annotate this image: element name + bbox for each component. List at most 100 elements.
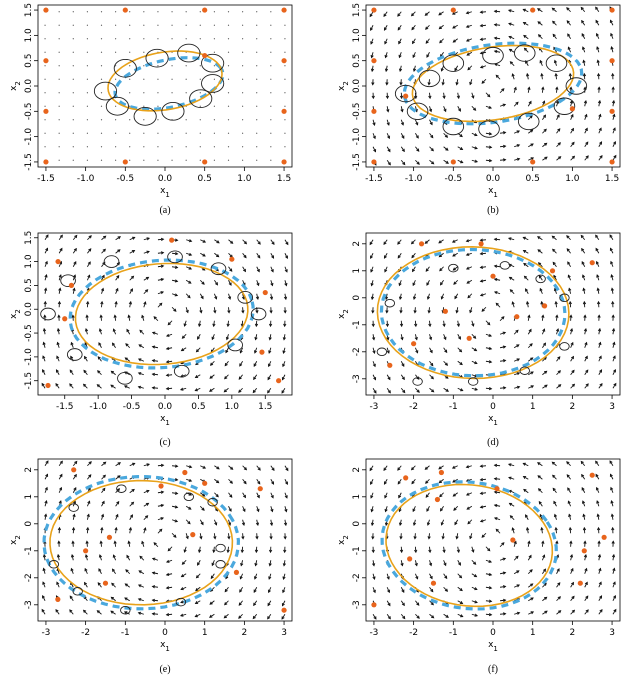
field-arrowhead <box>116 500 120 505</box>
field-arrowhead <box>401 376 405 381</box>
field-arrowhead <box>143 301 147 305</box>
field-arrowhead <box>474 133 478 137</box>
field-arrowhead <box>474 600 478 604</box>
field-arrowhead <box>145 515 149 519</box>
field-arrowhead <box>556 568 560 572</box>
field-arrowhead <box>131 488 135 493</box>
field-arrowhead <box>397 13 401 17</box>
field-dot <box>199 38 201 40</box>
field-arrowhead <box>44 500 48 504</box>
field-arrowhead <box>98 328 103 332</box>
data-point <box>122 159 128 165</box>
field-arrowhead <box>502 612 507 616</box>
field-arrowhead <box>113 540 117 544</box>
field-arrowhead <box>284 282 288 287</box>
field-dot <box>242 65 244 67</box>
field-arrowhead <box>253 602 257 607</box>
field-arrowhead <box>98 342 102 346</box>
field-arrowhead <box>566 248 570 252</box>
field-arrowhead <box>507 9 512 13</box>
field-arrowhead <box>198 549 202 554</box>
field-dot <box>100 11 103 13</box>
y-tick-label: 0.0 <box>352 79 362 94</box>
field-arrowhead <box>257 255 261 259</box>
field-arrowhead <box>488 386 493 391</box>
uncertainty-circle <box>117 371 133 385</box>
field-dot <box>242 78 244 80</box>
field-arrowhead <box>597 314 601 318</box>
dashed-trajectory <box>113 56 225 111</box>
field-arrowhead <box>88 248 92 252</box>
field-arrowhead <box>42 369 45 373</box>
field-dot <box>227 146 230 148</box>
field-arrowhead <box>611 86 615 90</box>
field-arrowhead <box>43 314 47 318</box>
field-arrowhead <box>610 486 614 491</box>
field-arrowhead <box>585 141 589 145</box>
field-arrowhead <box>487 548 491 552</box>
y-axis-label: x2 <box>337 309 350 319</box>
uncertainty-circle <box>227 338 243 352</box>
field-arrowhead <box>57 526 62 531</box>
field-arrowhead <box>412 508 416 513</box>
field-arrowhead <box>195 587 199 592</box>
x-tick-label: 0.0 <box>486 174 501 184</box>
field-arrowhead <box>413 536 417 540</box>
field-dot <box>143 132 145 134</box>
uncertainty-circle <box>93 81 118 101</box>
field-arrowhead <box>98 568 102 572</box>
field-dot <box>270 146 272 148</box>
field-arrowhead <box>160 490 165 494</box>
field-arrowhead <box>160 264 165 268</box>
field-arrowhead <box>255 536 259 540</box>
field-arrowhead <box>180 587 184 591</box>
data-point <box>68 282 75 289</box>
field-arrowhead <box>384 68 389 73</box>
field-arrowhead <box>153 542 157 546</box>
field-arrowhead <box>581 247 585 252</box>
field-arrowhead <box>141 314 145 319</box>
field-arrowhead <box>522 22 527 25</box>
field-arrowhead <box>493 463 498 468</box>
field-arrowhead <box>153 316 157 320</box>
field-arrowhead <box>111 568 116 572</box>
field-arrowhead <box>613 382 617 387</box>
field-arrowhead <box>141 540 145 545</box>
field-arrowhead <box>571 383 576 387</box>
field-arrowhead <box>541 314 545 318</box>
field-arrowhead <box>488 599 493 603</box>
field-arrowhead <box>226 549 230 554</box>
field-arrowhead <box>502 131 507 135</box>
field-arrowhead <box>224 363 228 367</box>
dashed-trajectory <box>42 474 241 611</box>
field-arrowhead <box>525 514 528 518</box>
field-arrowhead <box>197 562 200 566</box>
uncertainty-circle <box>467 377 479 386</box>
field-dot <box>242 24 244 26</box>
field-arrowhead <box>516 385 521 389</box>
field-dot <box>256 159 258 161</box>
field-arrowhead <box>372 563 376 567</box>
field-arrowhead <box>145 502 150 506</box>
field-arrowhead <box>540 72 544 77</box>
field-arrowhead <box>502 571 507 575</box>
field-arrowhead <box>284 495 288 499</box>
field-arrowhead <box>440 68 444 72</box>
y-tick-label: -0.5 <box>24 324 34 342</box>
field-arrowhead <box>214 522 218 526</box>
field-arrowhead <box>202 239 207 243</box>
field-arrowhead <box>479 279 484 283</box>
field-arrowhead <box>415 350 419 354</box>
field-arrowhead <box>412 282 416 287</box>
field-arrowhead <box>58 287 62 291</box>
data-point <box>202 53 208 59</box>
field-arrowhead <box>183 323 187 327</box>
field-arrowhead <box>371 95 375 100</box>
field-arrowhead <box>88 461 92 465</box>
field-arrowhead <box>209 388 213 392</box>
field-arrowhead <box>511 73 515 77</box>
field-arrowhead <box>216 480 220 484</box>
uncertainty-circle <box>120 605 131 615</box>
field-arrowhead <box>493 490 498 494</box>
field-dot <box>270 11 272 13</box>
